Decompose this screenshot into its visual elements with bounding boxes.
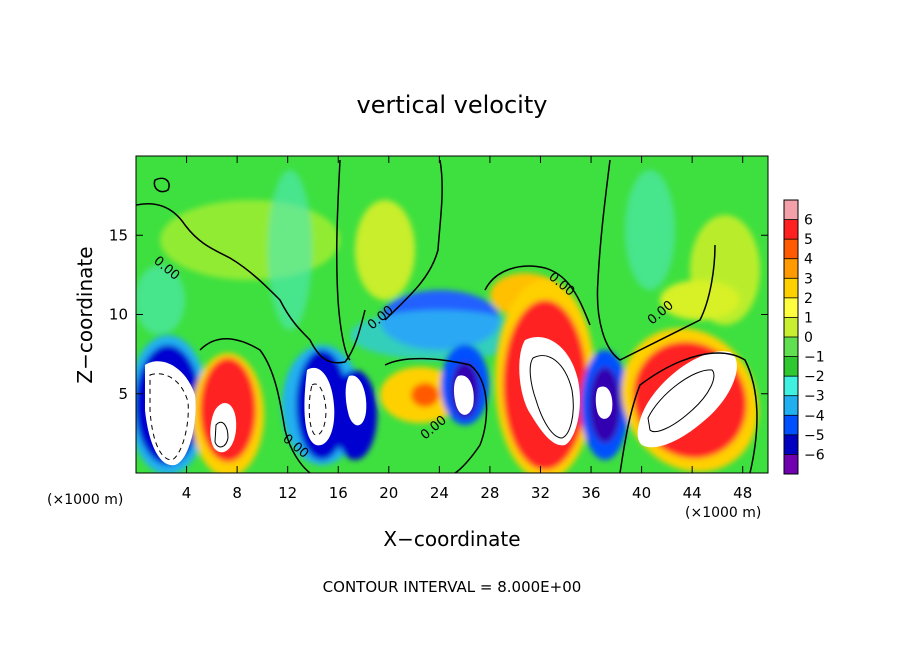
colorbar-tick-label: 4: [804, 252, 813, 268]
x-tick-label: 16: [329, 484, 348, 502]
x-axis-title: X−coordinate: [383, 527, 520, 551]
x-tick-label: 4: [182, 484, 192, 502]
negative-contours: [149, 373, 327, 461]
upper-band-yellow-2: [355, 200, 415, 300]
colorbar-swatch: [784, 376, 798, 397]
core-cell-2: [210, 402, 237, 453]
positive-contours: [214, 355, 715, 448]
colorbar-swatch: [784, 219, 798, 240]
x-tick-label: 48: [733, 484, 752, 502]
field-shading: [136, 170, 760, 360]
pos-contour-cell-2: [214, 421, 229, 448]
zero-contour-lower-left: [199, 338, 311, 473]
colorbar-swatch: [784, 454, 798, 475]
colorbar: 6 5 4 3 2 1 0 −1 −2 −3 −4 −5 −6: [783, 199, 825, 475]
colorbar-tick-label: −5: [804, 428, 825, 444]
core-cell-6: [453, 375, 474, 415]
upper-yellow-strip-2: [660, 280, 740, 320]
x-tick-label: 28: [480, 484, 499, 502]
zero-contour-small-loop: [153, 177, 170, 193]
x-tick-label: 20: [379, 484, 398, 502]
upper-band-yellow: [160, 200, 340, 280]
saturated-cores: [145, 336, 737, 466]
mid-cyan-patch: [350, 310, 530, 360]
plot-area: 0.00 0.00 0.00 0.00 0.00 0.00: [136, 156, 768, 473]
colorbar-tick-label: 5: [804, 232, 813, 248]
core-cell-7: [519, 336, 580, 446]
neg-contour-cell-3: [308, 383, 327, 436]
upper-band-cyan-3: [136, 265, 185, 335]
zero-contour-mid: [335, 159, 351, 361]
x-tick-label: 8: [232, 484, 242, 502]
colorbar-swatch: [784, 317, 798, 338]
y-axis-ticks: 5 10 15: [109, 226, 768, 403]
core-cell-4: [345, 375, 367, 426]
colorbar-swatch: [784, 415, 798, 436]
zero-contour-bottom: [384, 357, 488, 473]
upper-band-cyan: [268, 170, 312, 330]
zero-contour-center: [484, 265, 591, 326]
core-cell-8: [595, 386, 613, 419]
colorbar-tick-label: 2: [804, 291, 813, 307]
colorbar-swatch: [784, 434, 798, 455]
contour-interval-note: CONTOUR INTERVAL = 8.000E+00: [323, 578, 582, 596]
x-tick-label: 40: [632, 484, 651, 502]
colorbar-swatch: [784, 258, 798, 279]
colorbar-tick-label: 1: [804, 310, 813, 326]
x-tick-label: 32: [531, 484, 550, 502]
x-axis-unit-left: (×1000 m): [47, 492, 123, 508]
y-tick-label: 5: [118, 385, 128, 403]
colorbar-tick-label: −6: [804, 447, 825, 463]
pos-contour-cell-7: [529, 355, 574, 439]
colorbar-tick-label: 3: [804, 271, 813, 287]
colorbar-swatch: [784, 278, 798, 299]
x-axis-ticks: 4 8 12 16 20 24 28 32 36 40 44 48: [182, 156, 752, 502]
x-tick-label: 12: [278, 484, 297, 502]
colorbar-tick-label: −4: [804, 408, 825, 424]
y-tick-label: 10: [109, 306, 128, 324]
x-tick-label: 44: [683, 484, 702, 502]
x-axis-unit-right: (×1000 m): [685, 505, 761, 521]
colorbar-swatch: [784, 297, 798, 318]
colorbar-tick-label: −2: [804, 369, 825, 385]
pos-contour-cell-9: [647, 369, 715, 433]
colorbar-swatch: [784, 356, 798, 377]
chart-title: vertical velocity: [357, 91, 548, 119]
neg-contour-cell-1: [149, 373, 189, 461]
colorbar-swatch: [784, 200, 798, 221]
cell-5-mid: [411, 383, 439, 407]
upper-band-cyan-2: [625, 170, 675, 290]
colorbar-swatch: [784, 239, 798, 260]
zero-contour-right: [596, 159, 716, 361]
core-cell-9: [637, 351, 737, 448]
colorbar-tick-label: 6: [804, 213, 813, 229]
colorbar-swatch: [784, 337, 798, 358]
zero-contour-lower-right: [619, 352, 758, 473]
colorbar-swatch: [784, 395, 798, 416]
y-axis-title: Z−coordinate: [73, 246, 97, 383]
zero-contour-mid-2: [384, 159, 443, 321]
core-cell-1: [145, 361, 196, 466]
colorbar-tick-label: −1: [804, 350, 825, 366]
x-tick-label: 24: [430, 484, 449, 502]
zero-contour-left: [136, 203, 366, 364]
colorbar-tick-label: −3: [804, 389, 825, 405]
colorbar-tick-label: 0: [804, 330, 813, 346]
x-tick-label: 36: [581, 484, 600, 502]
zero-contours: [136, 159, 758, 473]
y-tick-label: 15: [109, 226, 128, 244]
